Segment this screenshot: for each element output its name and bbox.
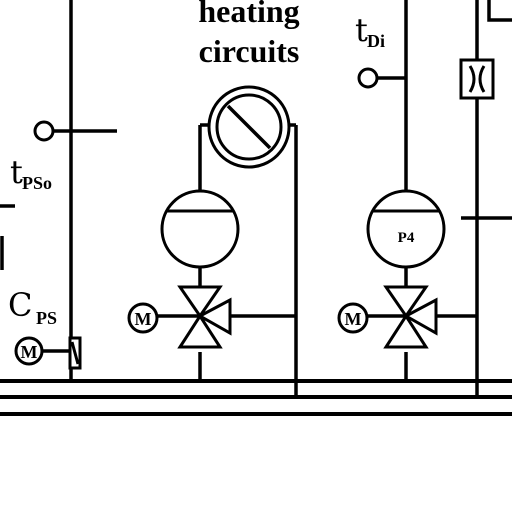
pump-p4-label: P4: [398, 230, 415, 246]
motor-label: M: [135, 309, 152, 329]
temperature-sensor-tdi: [357, 67, 379, 89]
left-supply-pipe: [0, 0, 117, 381]
heating-label-line1: heating: [198, 0, 299, 29]
motor-label: M: [21, 342, 38, 362]
motor-icon: [337, 302, 369, 334]
tdi-label-sub: Di: [367, 31, 385, 51]
pump-p4-icon: [366, 189, 446, 269]
right-return-pipe: [459, 0, 512, 397]
tdi-label-main: t: [355, 11, 368, 49]
temperature-sensor-tpso: [33, 120, 55, 142]
mixing-valve-icon: [383, 285, 438, 349]
cps-label-main: C: [8, 286, 32, 324]
header-pipes: [0, 379, 512, 416]
tpso-label-sub: PSo: [22, 173, 52, 193]
tpso-label-main: t: [10, 153, 23, 191]
motor-label: M: [345, 309, 362, 329]
motor-icon: [14, 336, 44, 366]
labels: heating circuits t Di t PSo C PS: [8, 0, 385, 328]
motor-icon: [127, 302, 159, 334]
heating-circuit-1: M: [127, 85, 298, 397]
heating-label-line2: circuits: [199, 33, 300, 69]
actuator-cps: M: [14, 336, 82, 370]
mixing-valve-icon: [177, 285, 232, 349]
cps-label-sub: PS: [36, 308, 57, 328]
heating-circuit-2: P4 M: [337, 0, 477, 381]
pump-icon: [160, 189, 240, 269]
throttle-valve-icon: [459, 58, 495, 100]
